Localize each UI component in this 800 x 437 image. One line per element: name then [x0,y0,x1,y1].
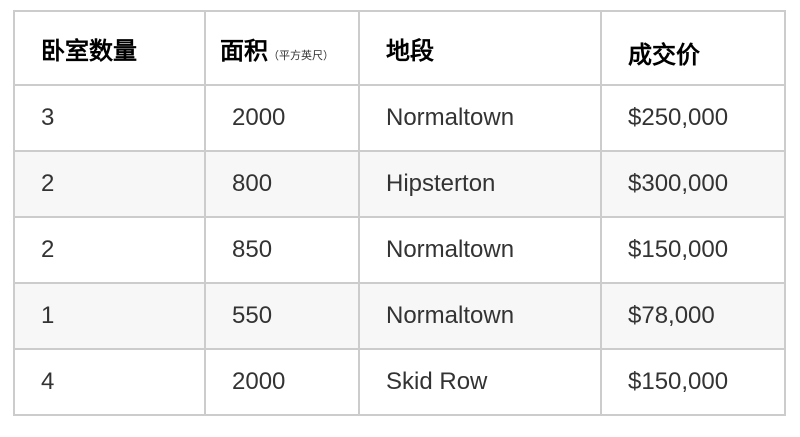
price-cell: $150,000 [600,348,786,416]
location-cell: Normaltown [358,84,602,152]
table-row: 3 2000 Normaltown $250,000 [13,84,786,152]
bedrooms-cell: 4 [13,348,206,416]
house-price-table: 卧室数量 面积（平方英尺） 地段 成交价 3 2000 Normaltown $250… [13,10,786,416]
header-unit: （平方英尺） [268,48,334,62]
table-row: 1 550 Normaltown $78,000 [13,282,786,350]
header-area: 面积（平方英尺） [204,10,360,86]
bedrooms-cell: 2 [13,150,206,218]
table-row: 2 800 Hipsterton $300,000 [13,150,786,218]
location-cell: Hipsterton [358,150,602,218]
location-cell: Skid Row [358,348,602,416]
bedrooms-cell: 1 [13,282,206,350]
bedrooms-cell: 2 [13,216,206,284]
area-cell: 2000 [204,84,360,152]
price-cell: $300,000 [600,150,786,218]
area-cell: 2000 [204,348,360,416]
location-cell: Normaltown [358,282,602,350]
price-cell: $150,000 [600,216,786,284]
area-cell: 800 [204,150,360,218]
bedrooms-cell: 3 [13,84,206,152]
header-price: 成交价 [600,10,786,86]
price-cell: $78,000 [600,282,786,350]
header-location: 地段 [358,10,602,86]
header-bedrooms: 卧室数量 [13,10,206,86]
area-cell: 850 [204,216,360,284]
header-label: 面积 [220,36,268,65]
header-label: 成交价 [628,40,700,69]
header-row: 卧室数量 面积（平方英尺） 地段 成交价 [13,10,786,86]
header-label: 卧室数量 [41,36,137,65]
price-cell: $250,000 [600,84,786,152]
location-cell: Normaltown [358,216,602,284]
area-cell: 550 [204,282,360,350]
header-label: 地段 [386,36,434,65]
table-row: 4 2000 Skid Row $150,000 [13,348,786,416]
table-row: 2 850 Normaltown $150,000 [13,216,786,284]
